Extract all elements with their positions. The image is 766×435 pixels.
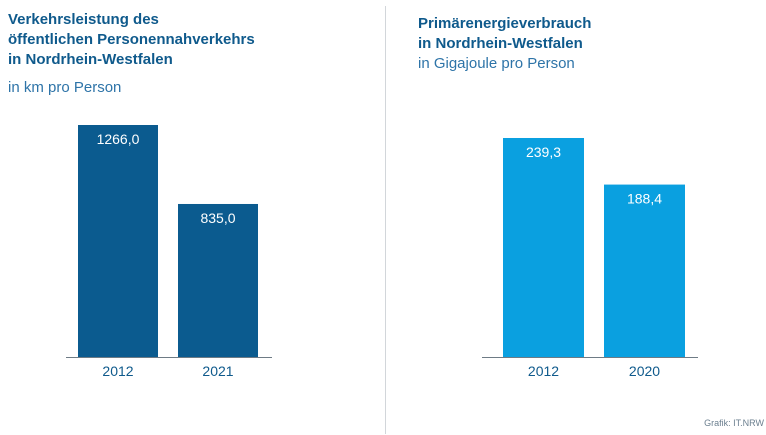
left-chart-panel: Verkehrsleistung des öffentlichen Person… [0, 0, 380, 435]
left-chart-title-line: in Nordrhein-Westfalen [8, 51, 173, 68]
right-chart-panel: Primärenergieverbrauch in Nordrhein-West… [390, 0, 766, 435]
bar-value-label: 835,0 [200, 210, 235, 226]
x-tick-label: 2012 [102, 363, 133, 379]
right-chart-title: Primärenergieverbrauch in Nordrhein-West… [418, 14, 591, 54]
bar-value-label: 239,3 [526, 144, 561, 160]
left-chart-title: Verkehrsleistung des öffentlichen Person… [8, 10, 255, 70]
left-chart-title-line: öffentlichen Personennahverkehrs [8, 31, 255, 48]
bar [604, 184, 685, 357]
left-chart-title-line: Verkehrsleistung des [8, 11, 159, 28]
x-tick-label: 2012 [528, 363, 559, 379]
bar [78, 125, 158, 357]
left-chart-subtitle: in km pro Person [8, 79, 122, 96]
bar [178, 203, 258, 357]
right-chart-title-line: Primärenergieverbrauch [418, 15, 592, 32]
x-tick-label: 2020 [629, 363, 660, 379]
panel-divider [385, 6, 386, 434]
right-chart-subtitle: in Gigajoule pro Person [418, 55, 575, 72]
bar-value-label: 1266,0 [97, 131, 140, 147]
left-bar-chart: 1266,0 2012 835,0 2021 [66, 125, 272, 379]
bar-value-label: 188,4 [627, 191, 662, 207]
graphic-credit: Grafik: IT.NRW [704, 418, 764, 428]
x-tick-label: 2021 [202, 363, 233, 379]
right-bar-chart: 239,3 2012 188,4 2020 [482, 137, 698, 379]
right-chart-title-line: in Nordrhein-Westfalen [418, 35, 583, 52]
bar [503, 137, 584, 357]
